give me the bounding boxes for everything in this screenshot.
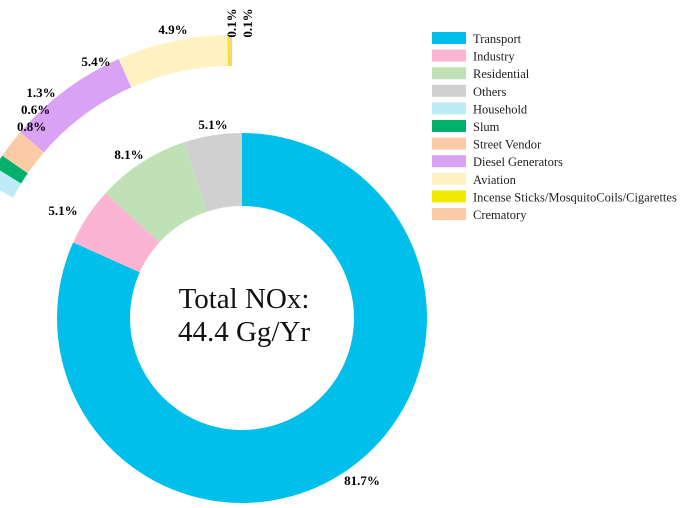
center-label-line-1: Total NOx: xyxy=(179,283,310,315)
value-label-diesel-generators: 5.4% xyxy=(81,54,110,69)
legend-swatch-others xyxy=(432,84,466,97)
value-label-industry: 5.1% xyxy=(48,203,77,218)
legend-swatch-diesel-generators xyxy=(432,155,466,168)
legend-swatch-aviation xyxy=(432,172,466,185)
sub-slice-incense-sticks-mosquitocoils-cigarettes xyxy=(227,35,230,67)
value-label-incense-sticks-mosquitocoils-cigarettes: 0.1% xyxy=(224,8,239,37)
legend-label-transport: Transport xyxy=(473,32,522,46)
exploded-ring xyxy=(0,35,232,198)
value-label-residential: 8.1% xyxy=(114,147,143,162)
legend-label-household: Household xyxy=(473,102,528,116)
value-label-transport: 81.7% xyxy=(344,473,380,488)
legend-swatch-street-vendor xyxy=(432,137,466,150)
main-ring xyxy=(57,133,427,503)
sub-slice-crematory xyxy=(229,35,232,67)
legend-swatch-incense-sticks-mosquitocoils-cigarettes xyxy=(432,190,466,203)
center-label: Total NOx: 44.4 Gg/Yr xyxy=(178,283,310,348)
value-label-aviation: 4.9% xyxy=(158,22,187,37)
legend-label-slum: Slum xyxy=(473,120,500,134)
sub-slice-diesel-generators xyxy=(20,59,132,153)
slice-industry xyxy=(73,193,160,273)
legend: Transport Industry Residential Others Househ… xyxy=(432,32,677,222)
legend-swatch-transport xyxy=(432,32,466,44)
value-label-crematory: 0.1% xyxy=(240,8,255,37)
sub-slice-aviation xyxy=(118,35,228,88)
legend-swatch-crematory xyxy=(432,208,466,220)
legend-label-incense-sticks-mosquitocoils-cigarettes: Incense Sticks/MosquitoCoils/Cigarettes xyxy=(473,190,677,204)
legend-label-residential: Residential xyxy=(473,67,530,81)
legend-label-diesel-generators: Diesel Generators xyxy=(473,155,563,169)
sub-slice-slum xyxy=(0,155,28,184)
slice-others xyxy=(183,133,242,212)
legend-swatch-household xyxy=(432,102,466,115)
legend-label-aviation: Aviation xyxy=(473,173,517,187)
slice-residential xyxy=(105,142,207,243)
legend-swatch-slum xyxy=(432,120,466,132)
center-label-line-2: 44.4 Gg/Yr xyxy=(178,316,310,348)
value-label-others: 5.1% xyxy=(198,117,227,132)
sub-slice-street-vendor xyxy=(2,132,44,174)
value-labels: 81.7% 5.1% 8.1% 5.1% 0.8% 0.6% 1.3% 5.4% 4.9% 0.1… xyxy=(17,8,380,488)
value-label-slum: 0.6% xyxy=(21,102,50,117)
legend-label-industry: Industry xyxy=(473,50,515,64)
legend-label-crematory: Crematory xyxy=(473,208,527,222)
value-label-household: 0.8% xyxy=(17,119,46,134)
legend-label-others: Others xyxy=(473,85,506,99)
slice-transport xyxy=(57,133,427,503)
sub-slice-household xyxy=(0,170,22,198)
value-label-street-vendor: 1.3% xyxy=(26,85,55,100)
legend-swatch-industry xyxy=(432,49,466,62)
legend-swatch-residential xyxy=(432,67,466,80)
legend-label-street-vendor: Street Vendor xyxy=(473,138,542,152)
